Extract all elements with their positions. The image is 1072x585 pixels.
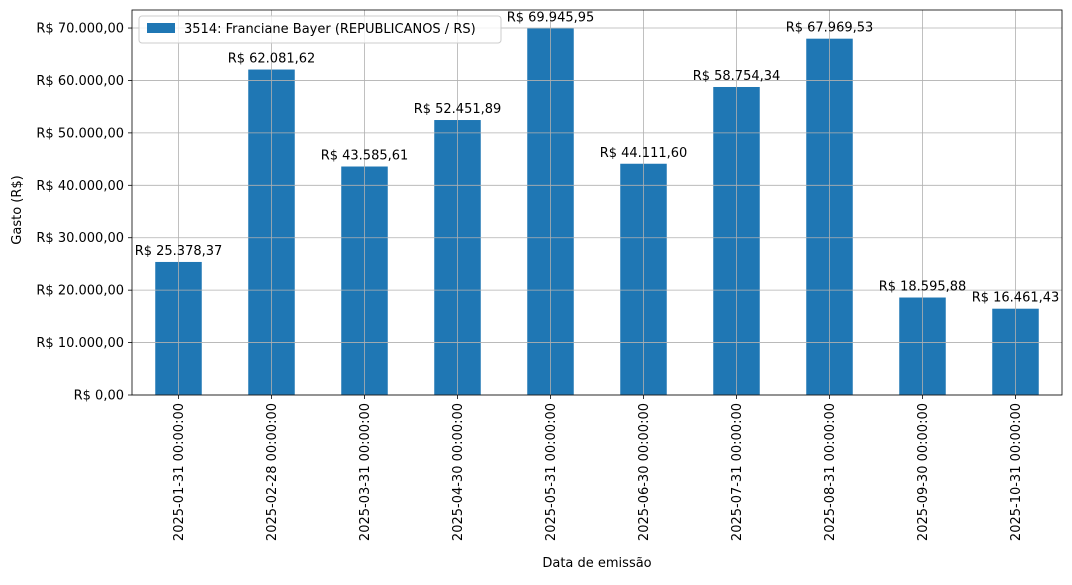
plot-frame bbox=[131, 9, 1063, 396]
x-tick-label: 2025-04-30 00:00:00 bbox=[451, 403, 466, 541]
legend: 3514: Franciane Bayer (REPUBLICANOS / RS… bbox=[138, 15, 502, 44]
x-tick-label: 2025-07-31 00:00:00 bbox=[730, 403, 745, 541]
y-tick-label: R$ 30.000,00 bbox=[36, 231, 124, 246]
legend-frame bbox=[138, 15, 502, 44]
y-tick-label: R$ 40.000,00 bbox=[36, 179, 124, 194]
y-tick-label: R$ 10.000,00 bbox=[36, 336, 124, 351]
y-tick-label: R$ 60.000,00 bbox=[36, 74, 124, 89]
y-tick-label: R$ 20.000,00 bbox=[36, 284, 124, 299]
data-label: R$ 69.945,95 bbox=[507, 10, 595, 25]
data-labels: R$ 25.378,37 R$ 62.081,62 R$ 43.585,61 R$ 5… bbox=[135, 10, 1060, 305]
x-tick-label: 2025-05-31 00:00:00 bbox=[544, 403, 559, 541]
legend-label: 3514: Franciane Bayer (REPUBLICANOS / RS… bbox=[184, 22, 476, 37]
x-tick-label: 2025-06-30 00:00:00 bbox=[637, 403, 652, 541]
data-label: R$ 58.754,34 bbox=[693, 69, 781, 84]
x-tick-label: 2025-08-31 00:00:00 bbox=[823, 403, 838, 541]
data-label: R$ 44.111,60 bbox=[600, 146, 688, 161]
y-tick-label: R$ 0,00 bbox=[74, 389, 124, 404]
x-axis-label: Data de emissão bbox=[542, 556, 651, 571]
data-label: R$ 43.585,61 bbox=[321, 149, 409, 164]
x-tick-label: 2025-02-28 00:00:00 bbox=[265, 403, 280, 541]
x-tick-label: 2025-09-30 00:00:00 bbox=[916, 403, 931, 541]
axes: R$ 0,00 R$ 10.000,00 R$ 20.000,00 R$ 30.000… bbox=[36, 9, 1063, 541]
data-label: R$ 62.081,62 bbox=[228, 52, 316, 67]
data-label: R$ 67.969,53 bbox=[786, 21, 874, 36]
data-label: R$ 52.451,89 bbox=[414, 102, 502, 117]
legend-swatch bbox=[147, 23, 175, 33]
y-tick-label: R$ 70.000,00 bbox=[36, 22, 124, 37]
x-tick-label: 2025-10-31 00:00:00 bbox=[1009, 403, 1024, 541]
y-axis-label: Gasto (R$) bbox=[10, 175, 25, 244]
data-label: R$ 18.595,88 bbox=[879, 280, 967, 295]
y-tick-label: R$ 50.000,00 bbox=[36, 126, 124, 141]
data-label: R$ 16.461,43 bbox=[972, 291, 1060, 306]
x-tick-label: 2025-01-31 00:00:00 bbox=[172, 403, 187, 541]
x-tick-label: 2025-03-31 00:00:00 bbox=[358, 403, 373, 541]
data-label: R$ 25.378,37 bbox=[135, 244, 223, 259]
